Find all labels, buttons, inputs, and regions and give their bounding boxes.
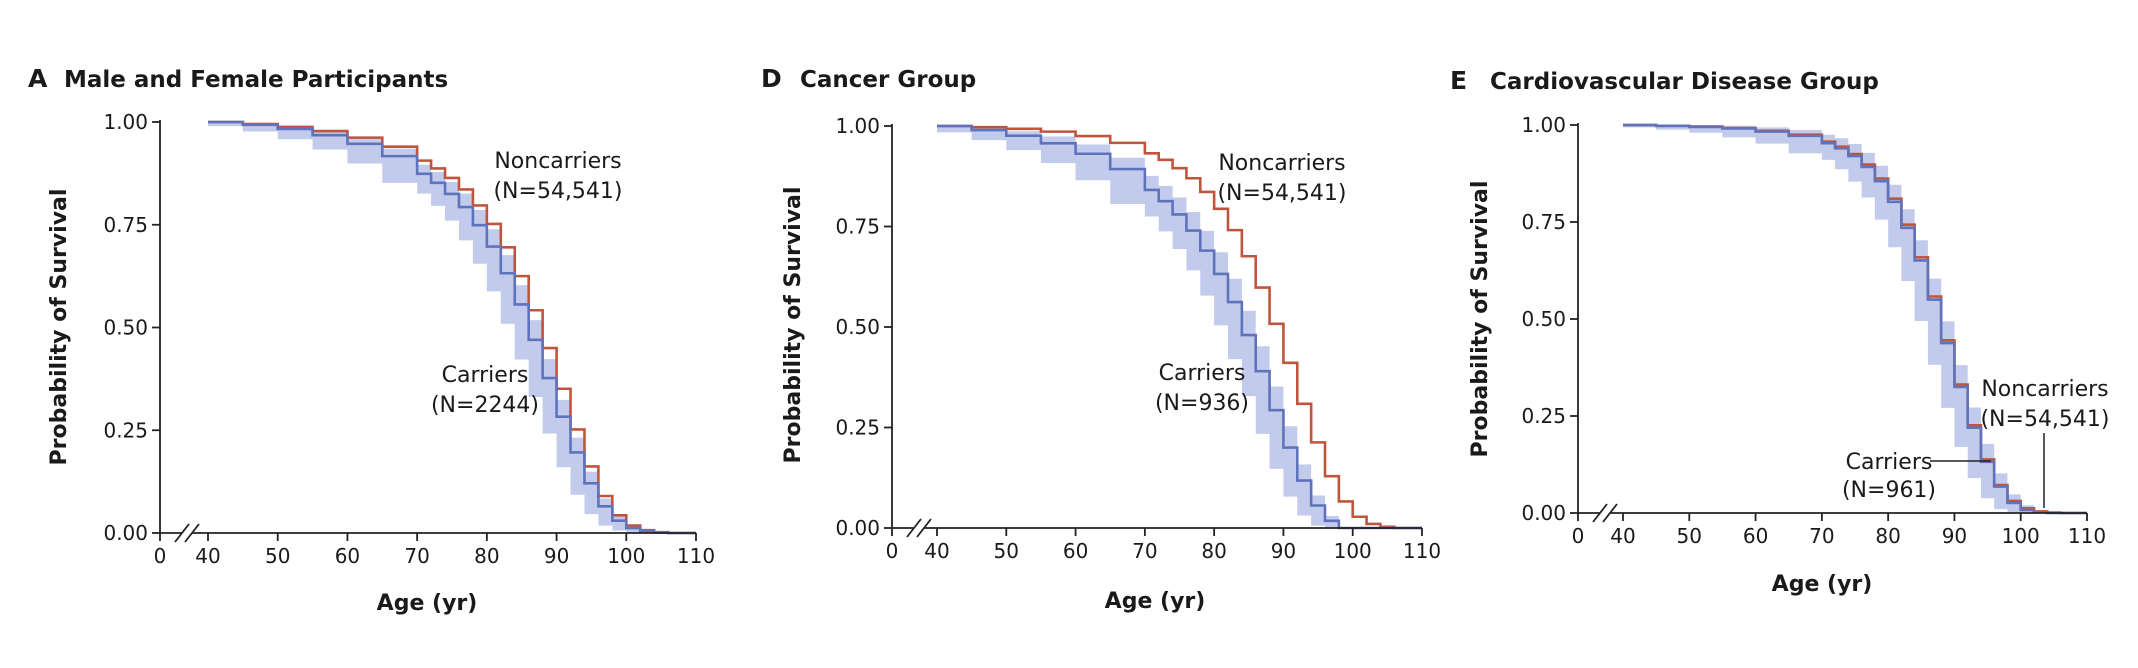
- x-tick-label: 80: [474, 544, 499, 568]
- carriers-label: Carriers: [1846, 450, 1933, 475]
- x-tick-label: 50: [265, 544, 290, 568]
- y-tick-label: 0.25: [103, 418, 148, 442]
- panel-letter: D: [761, 64, 782, 93]
- axis-break-mark: [1602, 503, 1618, 523]
- carriers-count: (N=2244): [431, 393, 539, 418]
- y-axis-label: Probability of Survival: [1468, 181, 1493, 458]
- carriers-annotation: Carriers (N=961): [1842, 450, 1991, 503]
- y-tick-label: 0.00: [1521, 501, 1566, 525]
- x-tick-label: 60: [1063, 539, 1088, 563]
- y-tick-label: 0.25: [835, 416, 880, 440]
- y-tick-label: 0.00: [835, 516, 880, 540]
- carriers-curve: [937, 124, 1422, 530]
- x-tick-label: 70: [1809, 524, 1834, 548]
- panel-title: Male and Female Participants: [64, 67, 448, 93]
- axis-break-mark: [184, 523, 200, 543]
- axis-break-mark: [916, 518, 932, 538]
- y-axis-label: Probability of Survival: [47, 189, 72, 466]
- carriers-curve: [1623, 123, 2087, 515]
- x-tick-label: 100: [2002, 524, 2040, 548]
- panel-d: D Cancer Group Probability of Survival A…: [761, 64, 1441, 614]
- x-tick-label: 50: [1677, 524, 1702, 548]
- x-tick-label: 80: [1875, 524, 1900, 548]
- noncarriers-count: (N=54,541): [493, 179, 622, 204]
- noncarriers-label: Noncarriers: [1981, 377, 2108, 402]
- x-tick-label: 90: [1271, 539, 1296, 563]
- y-tick-label: 1.00: [103, 110, 148, 134]
- x-tick-label: 40: [195, 544, 220, 568]
- carriers-ci-band: [1623, 125, 2087, 513]
- y-axis-label: Probability of Survival: [781, 187, 806, 464]
- carriers-ci-band: [937, 126, 1422, 528]
- axis-break-mark: [906, 518, 922, 538]
- noncarriers-curve: [937, 124, 1422, 530]
- x-tick-label: 70: [1132, 539, 1157, 563]
- carriers-count: (N=936): [1155, 391, 1249, 416]
- x-tick-label: 90: [544, 544, 569, 568]
- y-tick-label: 1.00: [835, 114, 880, 138]
- x-tick-label: 60: [1743, 524, 1768, 548]
- panel-e: E Cardiovascular Disease Group Probabili…: [1450, 66, 2110, 597]
- carriers-ci-band: [208, 122, 696, 533]
- y-tick-label: 0.75: [103, 213, 148, 237]
- y-tick-label: 0.00: [103, 521, 148, 545]
- noncarriers-label: Noncarriers: [494, 149, 621, 174]
- x-tick-label: 0: [1572, 524, 1585, 548]
- x-tick-label: 50: [994, 539, 1019, 563]
- x-tick-label: 60: [335, 544, 360, 568]
- noncarriers-annotation: Noncarriers (N=54,541): [493, 149, 622, 204]
- y-tick-label: 0.50: [103, 316, 148, 340]
- panel-a: A Male and Female Participants Probabili…: [28, 64, 715, 616]
- carriers-annotation: Carriers (N=936): [1155, 361, 1249, 416]
- y-tick-label: 0.75: [1521, 210, 1566, 234]
- x-tick-label: 0: [886, 539, 899, 563]
- y-tick-label: 0.25: [1521, 404, 1566, 428]
- panel-title: Cardiovascular Disease Group: [1490, 69, 1879, 95]
- x-tick-label: 70: [404, 544, 429, 568]
- noncarriers-count: (N=54,541): [1217, 181, 1346, 206]
- carriers-curve: [208, 120, 696, 535]
- panel-letter: A: [28, 64, 48, 93]
- x-tick-label: 100: [607, 544, 645, 568]
- y-tick-label: 0.75: [835, 215, 880, 239]
- y-tick-label: 1.00: [1521, 113, 1566, 137]
- carriers-count: (N=961): [1842, 478, 1936, 503]
- noncarriers-annotation: Noncarriers (N=54,541): [1980, 377, 2110, 508]
- noncarriers-curve: [208, 120, 696, 535]
- carriers-annotation: Carriers (N=2244): [431, 363, 539, 418]
- noncarriers-annotation: Noncarriers (N=54,541): [1217, 151, 1346, 206]
- carriers-label: Carriers: [442, 363, 529, 388]
- axis-break-mark: [1592, 503, 1608, 523]
- x-axis-label: Age (yr): [1772, 572, 1873, 597]
- x-axis-label: Age (yr): [1105, 589, 1206, 614]
- panel-title: Cancer Group: [800, 67, 976, 93]
- plot-area: 0.00 0.25 0.50 0.75 1.00 0 40 50 60 70 80 90 100 110: [835, 114, 1441, 563]
- x-tick-label: 100: [1334, 539, 1372, 563]
- carriers-label: Carriers: [1159, 361, 1246, 386]
- x-tick-label: 0: [154, 544, 167, 568]
- panel-letter: E: [1450, 66, 1467, 95]
- x-tick-label: 110: [2068, 524, 2106, 548]
- x-axis-label: Age (yr): [377, 591, 478, 616]
- x-tick-label: 110: [1403, 539, 1441, 563]
- x-tick-label: 40: [924, 539, 949, 563]
- plot-area: 0.00 0.25 0.50 0.75 1.00 0 40 50 60 70 80 90 100 110: [1521, 113, 2106, 548]
- noncarriers-count: (N=54,541): [1980, 407, 2109, 432]
- x-tick-label: 110: [677, 544, 715, 568]
- y-tick-label: 0.50: [835, 315, 880, 339]
- axis-break-mark: [174, 523, 190, 543]
- x-tick-label: 40: [1610, 524, 1635, 548]
- noncarriers-label: Noncarriers: [1218, 151, 1345, 176]
- plot-area: 0.00 0.25 0.50 0.75 1.00 0 40 50 60 70 80 90 100 110: [103, 110, 715, 568]
- y-tick-label: 0.50: [1521, 307, 1566, 331]
- x-tick-label: 90: [1942, 524, 1967, 548]
- x-tick-label: 80: [1201, 539, 1226, 563]
